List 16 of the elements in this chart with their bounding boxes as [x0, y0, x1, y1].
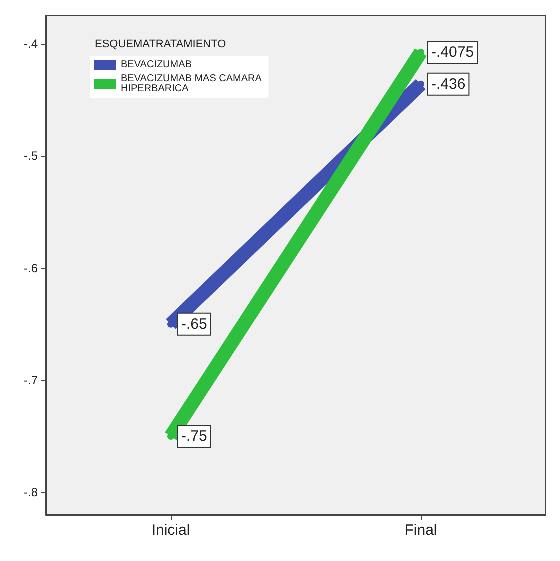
legend-title: ESQUEMATRATAMIENTO — [95, 38, 227, 50]
x-tick-label: Inicial — [152, 522, 190, 539]
y-tick-label: -.4 — [24, 37, 38, 52]
data-label: -.4075 — [432, 44, 474, 61]
data-label: -.65 — [182, 316, 208, 333]
y-tick-label: -.5 — [24, 149, 38, 164]
point — [168, 320, 174, 328]
y-tick-label: -.6 — [24, 261, 38, 276]
data-label: -.436 — [432, 76, 466, 93]
point — [418, 80, 424, 88]
legend-label: BEVACIZUMAB — [121, 60, 192, 70]
data-label: -.75 — [182, 428, 208, 446]
y-tick-label: -.7 — [24, 373, 38, 388]
y-tick-label: -.8 — [24, 486, 38, 500]
x-tick-label: Final — [404, 522, 438, 539]
legend-label: BEVACIZUMAB MAS CAMARA HIPERBARICA — [121, 74, 264, 94]
